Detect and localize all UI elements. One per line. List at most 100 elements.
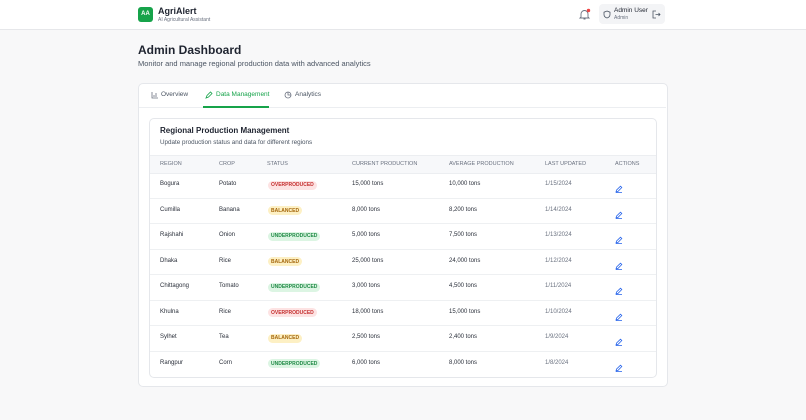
tab-icon-overview xyxy=(151,92,158,99)
tab-icon-analytics xyxy=(284,91,292,99)
table-header xyxy=(150,155,656,174)
app-name: AgriAlert xyxy=(158,6,197,16)
table-cell: Onion xyxy=(219,232,236,238)
table-cell: 1/12/2024 xyxy=(545,257,572,264)
table-cell: 7,500 tons xyxy=(449,232,478,238)
logo: AA xyxy=(138,7,153,22)
edit-icon xyxy=(615,313,623,321)
table-cell: Rice xyxy=(219,308,232,315)
status-badge: UNDERPRODUCED xyxy=(268,282,321,292)
edit-button[interactable] xyxy=(615,282,623,295)
column-header: CURRENT PRODUCTION xyxy=(352,161,418,167)
table-cell: 1/9/2024 xyxy=(545,334,569,340)
table-cell: Banana xyxy=(219,206,240,213)
table-cell: 6,000 tons xyxy=(352,359,381,366)
tab[interactable]: Overview xyxy=(161,91,189,98)
table-cell: 1/11/2024 xyxy=(545,283,572,289)
status-badge: BALANCED xyxy=(268,333,303,343)
status-badge: BALANCED xyxy=(268,206,303,215)
edit-icon xyxy=(615,211,623,219)
table-cell: Sylhet xyxy=(160,334,177,340)
table-cell: 2,500 tons xyxy=(352,334,381,340)
edit-icon xyxy=(615,364,623,372)
table-cell: Rangpur xyxy=(160,359,184,366)
column-header: STATUS xyxy=(267,161,288,167)
table-cell: 1/14/2024 xyxy=(545,206,572,213)
status-badge: OVERPRODUCED xyxy=(268,308,317,317)
column-header: CROP xyxy=(219,161,235,167)
table-cell: 1/10/2024 xyxy=(545,308,572,315)
panel-subtitle: Update production status and data for di… xyxy=(160,139,313,146)
row-divider xyxy=(150,274,656,275)
tab-divider xyxy=(139,107,666,108)
edit-button[interactable] xyxy=(615,359,623,372)
tagline: AI Agricultural Assistant xyxy=(158,17,211,23)
table-cell: 8,000 tons xyxy=(352,206,381,213)
row-divider xyxy=(150,223,656,224)
table-cell: 5,000 tons xyxy=(352,232,381,238)
table-cell: Tea xyxy=(219,334,229,340)
tab[interactable]: Analytics xyxy=(295,91,322,98)
column-header: LAST UPDATED xyxy=(545,161,587,167)
user-role: Admin xyxy=(614,15,629,21)
page-subtitle: Monitor and manage regional production d… xyxy=(138,59,371,68)
edit-button[interactable] xyxy=(615,231,623,244)
row-divider xyxy=(150,248,656,250)
table-cell: 15,000 tons xyxy=(449,308,481,315)
column-header: ACTIONS xyxy=(615,161,640,167)
top-bar xyxy=(0,0,806,30)
table-cell: 1/8/2024 xyxy=(545,359,569,366)
table-cell: 1/15/2024 xyxy=(545,181,572,187)
table-cell: 25,000 tons xyxy=(352,257,384,264)
status-badge: BALANCED xyxy=(268,257,303,266)
table-cell: 4,500 tons xyxy=(449,283,478,289)
panel-title: Regional Production Management xyxy=(160,126,290,135)
row-divider xyxy=(150,350,656,352)
edit-icon xyxy=(615,287,623,295)
user-menu[interactable] xyxy=(599,4,665,24)
table-cell: Tomato xyxy=(219,283,239,289)
table-cell: 8,000 tons xyxy=(449,359,478,366)
table-cell: 3,000 tons xyxy=(352,283,381,289)
column-header: AVERAGE PRODUCTION xyxy=(449,161,514,167)
table-cell: 18,000 tons xyxy=(352,308,384,315)
table-cell: Potato xyxy=(219,181,237,187)
edit-icon xyxy=(615,236,623,244)
table-cell: Bogura xyxy=(160,181,180,187)
edit-button[interactable] xyxy=(615,257,623,270)
status-badge: UNDERPRODUCED xyxy=(268,231,321,241)
edit-button[interactable] xyxy=(615,180,623,193)
notification-bell[interactable] xyxy=(578,8,592,21)
row-divider xyxy=(150,325,656,326)
tab-icon-data xyxy=(205,91,213,99)
table-cell: 10,000 tons xyxy=(449,181,481,187)
table-cell: Rice xyxy=(219,257,232,264)
table-cell: 24,000 tons xyxy=(449,257,481,264)
logout-icon[interactable] xyxy=(652,10,661,19)
status-badge: UNDERPRODUCED xyxy=(268,359,321,368)
table-cell: Khulna xyxy=(160,308,179,315)
edit-icon xyxy=(615,338,623,346)
tab[interactable]: Data Management xyxy=(216,91,270,98)
edit-button[interactable] xyxy=(615,333,623,346)
user-name: Admin User xyxy=(614,7,648,14)
edit-icon xyxy=(615,262,623,270)
table-cell: Cumilla xyxy=(160,206,181,213)
table-cell: Corn xyxy=(219,359,233,366)
edit-icon xyxy=(615,185,623,193)
column-header: REGION xyxy=(160,161,182,167)
table-cell: Rajshahi xyxy=(160,232,184,238)
edit-button[interactable] xyxy=(615,308,623,321)
row-divider xyxy=(150,197,656,199)
edit-button[interactable] xyxy=(615,206,623,219)
active-tab-underline xyxy=(203,106,269,108)
row-divider xyxy=(150,299,656,301)
table-cell: 15,000 tons xyxy=(352,181,384,187)
table-cell: 2,400 tons xyxy=(449,334,478,340)
shield-icon xyxy=(603,10,611,19)
table-cell: 8,200 tons xyxy=(449,206,478,213)
status-badge: OVERPRODUCED xyxy=(268,180,317,190)
table-cell: Dhaka xyxy=(160,257,178,264)
